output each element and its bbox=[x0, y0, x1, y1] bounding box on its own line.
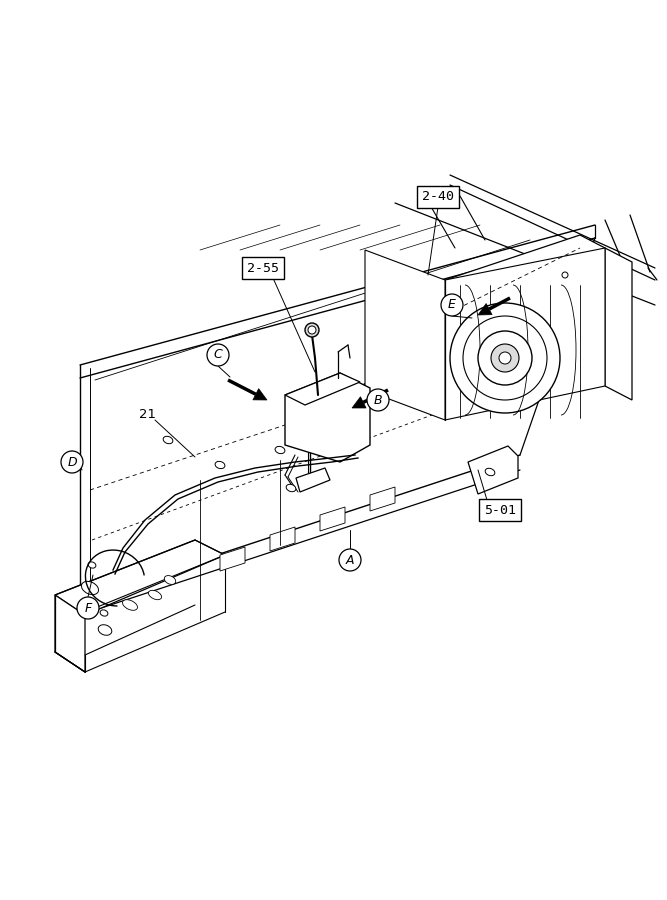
Ellipse shape bbox=[275, 446, 285, 454]
Circle shape bbox=[77, 597, 99, 619]
Ellipse shape bbox=[346, 550, 359, 561]
Ellipse shape bbox=[100, 610, 108, 616]
Text: 5-01: 5-01 bbox=[484, 503, 516, 517]
Polygon shape bbox=[220, 547, 245, 571]
Polygon shape bbox=[445, 248, 605, 420]
Circle shape bbox=[441, 294, 463, 316]
Polygon shape bbox=[285, 373, 370, 462]
Text: 2-40: 2-40 bbox=[422, 191, 454, 203]
Text: D: D bbox=[67, 455, 77, 469]
Polygon shape bbox=[55, 595, 85, 672]
Ellipse shape bbox=[164, 576, 175, 584]
Circle shape bbox=[367, 389, 389, 411]
Ellipse shape bbox=[163, 436, 173, 444]
Polygon shape bbox=[320, 507, 345, 531]
Polygon shape bbox=[605, 248, 632, 400]
Ellipse shape bbox=[88, 562, 96, 568]
Ellipse shape bbox=[123, 599, 137, 610]
Polygon shape bbox=[296, 468, 330, 492]
Circle shape bbox=[308, 326, 316, 334]
Text: A: A bbox=[346, 554, 354, 566]
Circle shape bbox=[478, 331, 532, 385]
Ellipse shape bbox=[485, 468, 495, 476]
Circle shape bbox=[562, 272, 568, 278]
Circle shape bbox=[207, 344, 229, 366]
Polygon shape bbox=[253, 389, 267, 400]
Circle shape bbox=[61, 451, 83, 473]
Polygon shape bbox=[445, 235, 605, 312]
Text: 2-55: 2-55 bbox=[247, 262, 279, 274]
Text: B: B bbox=[374, 393, 382, 407]
Polygon shape bbox=[55, 540, 225, 615]
Ellipse shape bbox=[149, 590, 161, 599]
Ellipse shape bbox=[98, 625, 112, 635]
Circle shape bbox=[305, 323, 319, 337]
Circle shape bbox=[499, 352, 511, 364]
Ellipse shape bbox=[81, 581, 99, 595]
Circle shape bbox=[339, 549, 361, 571]
Polygon shape bbox=[270, 527, 295, 551]
Text: F: F bbox=[84, 601, 91, 615]
Text: C: C bbox=[213, 348, 222, 362]
Text: 21: 21 bbox=[139, 409, 157, 421]
Polygon shape bbox=[468, 446, 518, 494]
Circle shape bbox=[450, 303, 560, 413]
Polygon shape bbox=[370, 487, 395, 511]
Polygon shape bbox=[352, 397, 366, 408]
Polygon shape bbox=[478, 303, 492, 315]
Circle shape bbox=[491, 344, 519, 372]
Text: E: E bbox=[448, 299, 456, 311]
Polygon shape bbox=[285, 373, 360, 405]
Polygon shape bbox=[365, 250, 445, 420]
Ellipse shape bbox=[215, 462, 225, 469]
Ellipse shape bbox=[286, 484, 296, 491]
